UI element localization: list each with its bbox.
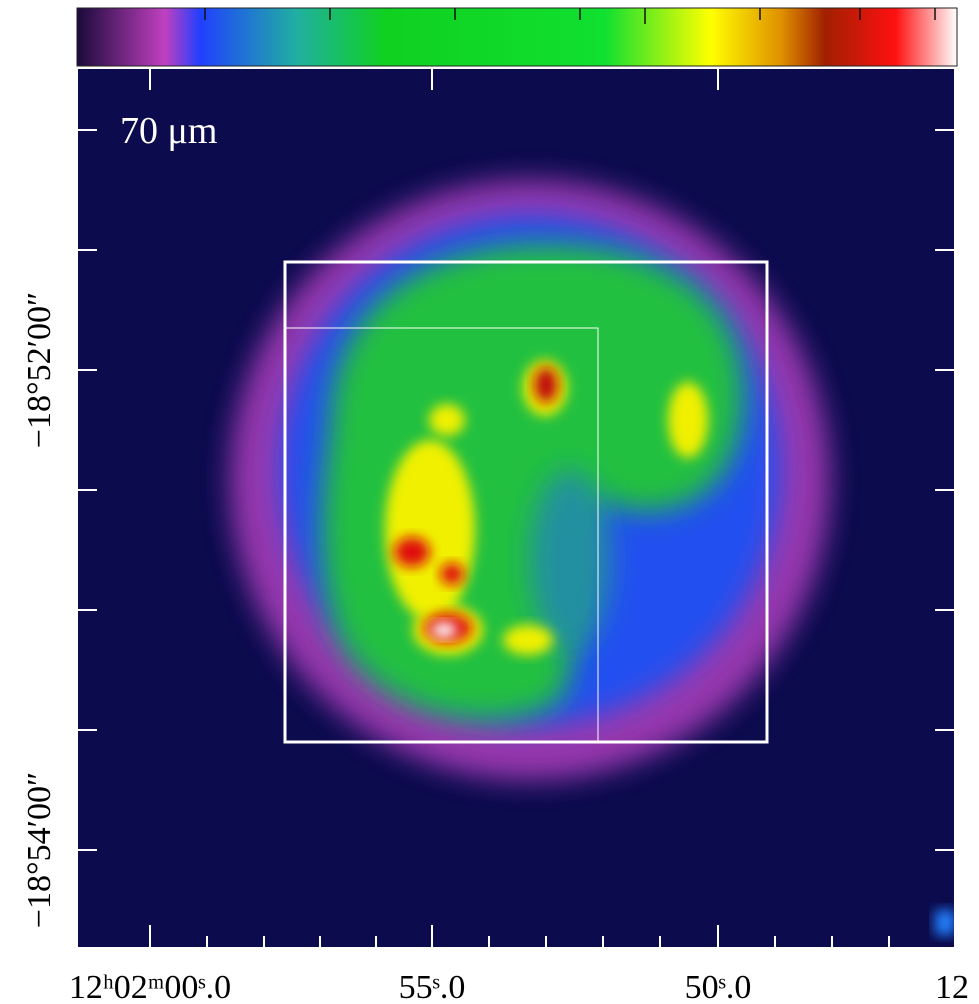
y-tick-label: −18°54′00″ — [21, 772, 58, 928]
image-panel — [77, 68, 955, 948]
x-tick-label: 12 — [935, 969, 969, 1004]
x-tick-label: 12ʰ02ᵐ00ˢ.0 — [69, 969, 231, 1004]
y-tick-label: −18°52′00″ — [21, 292, 58, 448]
x-tick-label: 55ˢ.0 — [399, 969, 466, 1004]
x-tick-label: 50ˢ.0 — [685, 969, 752, 1004]
figure: 70 μm −18°52′00″ −18°54′00″ 12ʰ02ᵐ00ˢ.0 … — [0, 0, 979, 1004]
colorbar — [77, 8, 957, 66]
band-label: 70 μm — [120, 110, 217, 152]
